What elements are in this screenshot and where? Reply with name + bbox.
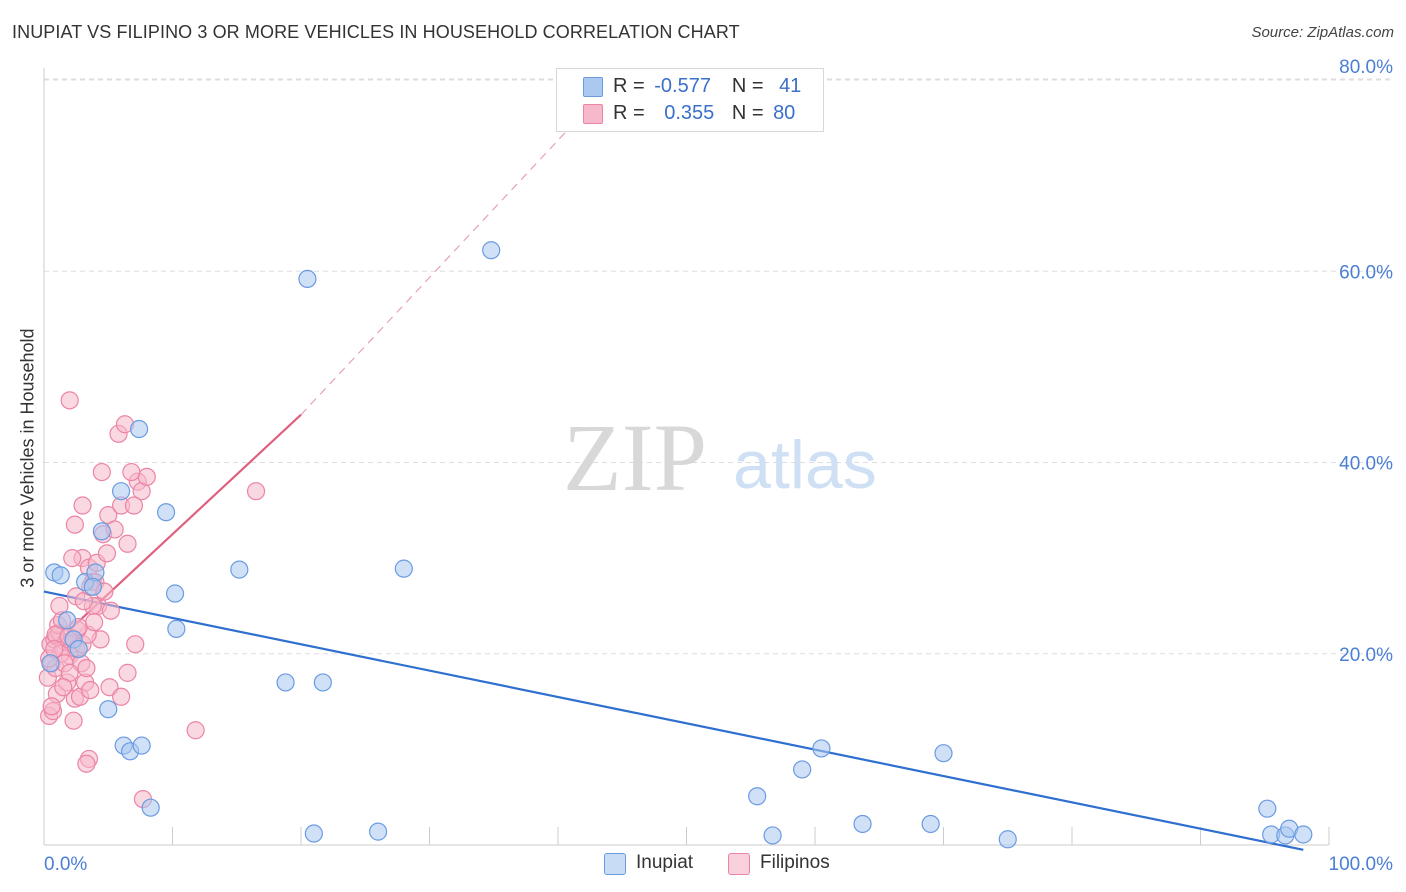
watermark: ZIP atlas (563, 404, 877, 511)
filipinos-point (126, 635, 145, 654)
filipinos-point (118, 663, 137, 682)
filipinos-r-value: 0.355 (664, 102, 715, 124)
inupiat-point (304, 824, 323, 843)
filipinos-point (77, 658, 96, 678)
inupiat-point (934, 744, 953, 763)
inupiat-legend-label: Inupiat (636, 852, 694, 873)
filipinos-point (118, 534, 137, 553)
inupiat-point (41, 654, 60, 673)
filipinos-n-value: 80 (773, 102, 796, 124)
filipinos-point (54, 678, 73, 697)
inupiat-point (998, 830, 1017, 849)
stats-legend: R = -0.577 N = 41 R = 0.355 N = 80 (556, 68, 824, 132)
inupiat-r-value: -0.577 (654, 75, 711, 97)
inupiat-n-value: 41 (779, 75, 802, 97)
filipinos-points (38, 391, 266, 809)
inupiat-point (165, 584, 185, 603)
filipinos-point (65, 515, 84, 534)
filipinos-point (186, 721, 205, 740)
filipinos-swatch (583, 104, 603, 124)
inupiat-point (763, 826, 782, 845)
watermark-zip: ZIP (563, 404, 707, 511)
filipinos-point (77, 754, 96, 773)
inupiat-points (41, 241, 1313, 849)
inupiat-point (812, 739, 831, 758)
filipinos-point (137, 467, 156, 486)
inupiat-point (83, 577, 102, 596)
r-label: R = (613, 75, 645, 97)
inupiat-legend-swatch (604, 853, 626, 875)
inupiat-point (129, 419, 149, 439)
r-label: R = (613, 102, 645, 124)
y-tick-label: 80.0% (1339, 57, 1393, 78)
y-tick-label: 20.0% (1339, 645, 1393, 666)
filipinos-point (101, 601, 120, 620)
inupiat-point (167, 619, 186, 638)
inupiat-point (156, 503, 176, 522)
filipinos-point (97, 544, 117, 563)
inupiat-point (394, 559, 413, 578)
inupiat-point (51, 566, 70, 585)
inupiat-point (298, 269, 317, 288)
inupiat-point (369, 822, 388, 841)
inupiat-point (69, 639, 88, 659)
x-tick-label: 100.0% (1329, 854, 1394, 875)
filipinos-point (60, 391, 79, 410)
filipinos-legend-swatch (728, 853, 750, 875)
inupiat-point (92, 522, 111, 541)
y-axis-label: 3 or more Vehicles in Household (17, 328, 38, 588)
inupiat-point (313, 673, 332, 692)
filipinos-point (81, 680, 100, 700)
inupiat-point (132, 736, 151, 755)
inupiat-point (921, 814, 940, 834)
inupiat-point (793, 760, 812, 779)
inupiat-point (276, 673, 295, 692)
inupiat-point (141, 798, 160, 817)
filipinos-point (50, 596, 69, 616)
inupiat-point (111, 482, 131, 501)
watermark-atlas: atlas (733, 427, 877, 503)
inupiat-swatch (583, 77, 603, 97)
source-label: Source: ZipAtlas.com (1251, 24, 1394, 41)
inupiat-point (853, 814, 872, 834)
inupiat-point (1294, 825, 1313, 844)
inupiat-point (99, 700, 118, 719)
filipinos-point (124, 496, 144, 515)
n-label: N = (731, 102, 764, 124)
filipinos-point (73, 496, 92, 515)
filipinos-point (246, 482, 266, 501)
inupiat-trendline (43, 590, 1304, 851)
inupiat-point (58, 611, 77, 630)
y-tick-label: 40.0% (1339, 454, 1393, 475)
filipinos-trendline-extension (300, 98, 597, 416)
tick-labels: 20.0% 40.0% 60.0% 80.0% 0.0% 100.0% (44, 57, 1393, 875)
inupiat-point (230, 560, 249, 579)
chart-title: INUPIAT VS FILIPINO 3 OR MORE VEHICLES I… (12, 22, 740, 42)
filipinos-legend-label: Filipinos (760, 852, 830, 873)
inupiat-point (1258, 799, 1277, 818)
filipinos-point (64, 711, 83, 730)
filipinos-point (92, 462, 111, 482)
n-label: N = (731, 75, 764, 97)
inupiat-point (482, 241, 501, 260)
filipinos-point (122, 462, 141, 482)
filipinos-point (63, 549, 82, 568)
filipinos-point (111, 687, 131, 706)
filipinos-point (85, 613, 104, 632)
filipinos-point (42, 697, 61, 716)
y-tick-label: 60.0% (1339, 262, 1393, 283)
inupiat-point (748, 787, 767, 806)
x-tick-label: 0.0% (44, 854, 87, 875)
